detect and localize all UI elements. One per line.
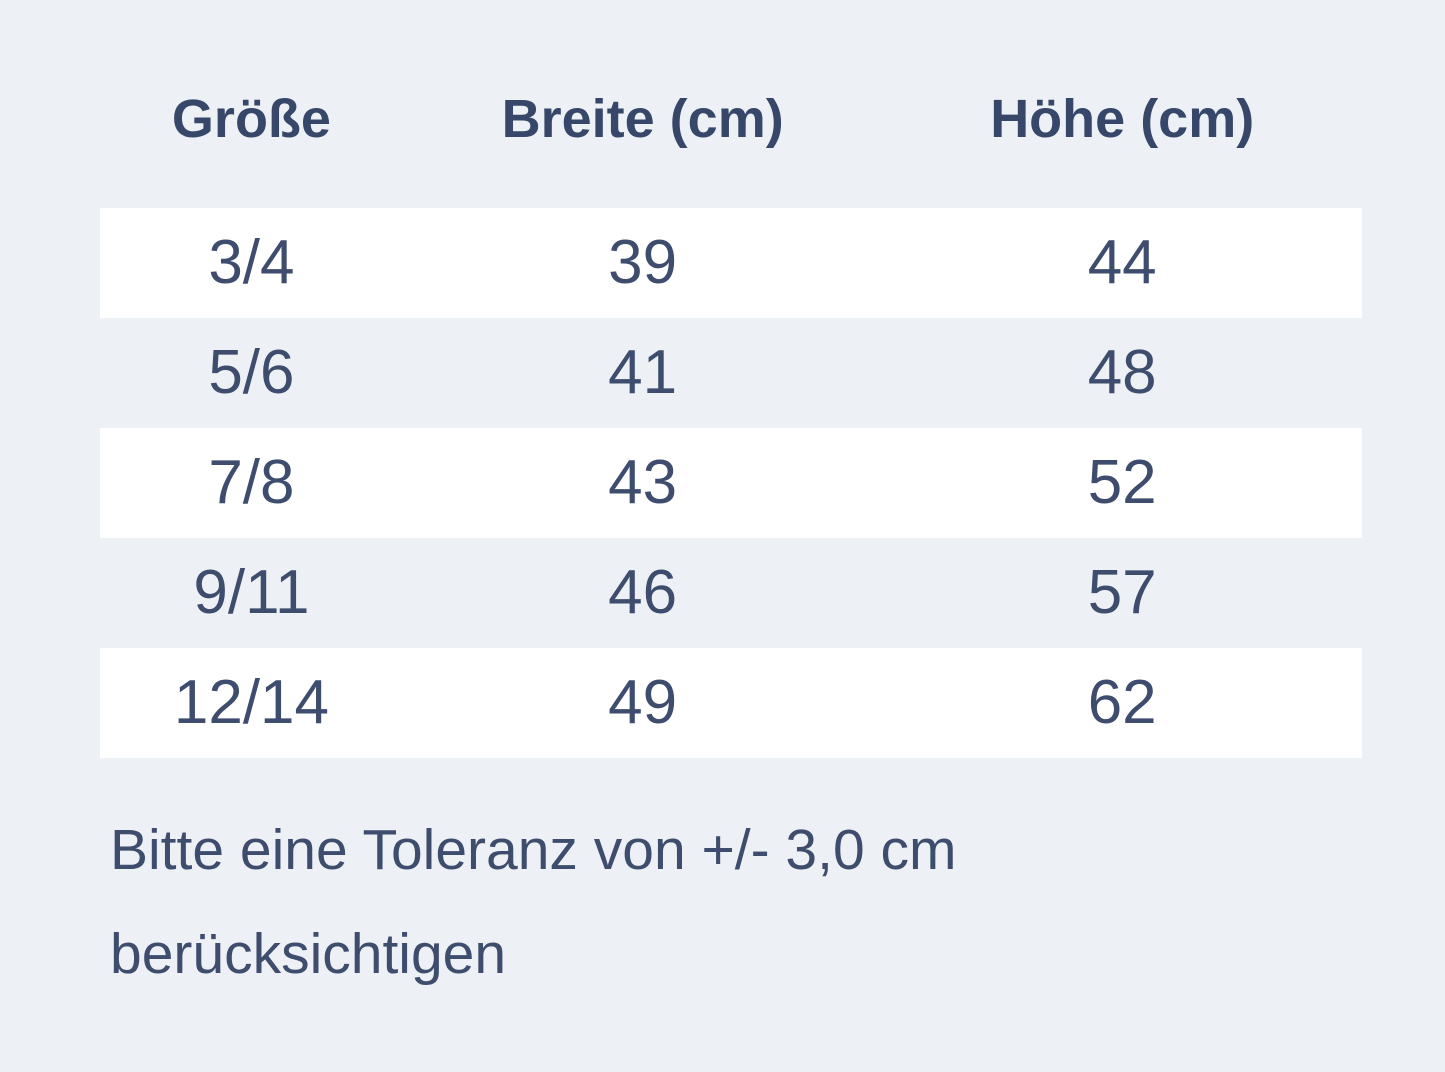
table-row: 9/11 46 57 [100,538,1362,648]
table-header-row: Größe Breite (cm) Höhe (cm) [100,0,1362,146]
column-header-width: Breite (cm) [501,89,784,149]
cell-size: 3/4 [208,228,295,297]
table-row: 12/14 49 62 [100,648,1362,758]
cell-width: 46 [608,558,678,627]
table-body: 3/4 39 44 5/6 41 48 7/8 43 52 9/11 46 57… [100,208,1362,758]
cell-width: 43 [608,448,678,517]
cell-width: 49 [608,668,678,737]
cell-size: 7/8 [208,448,295,517]
cell-width: 41 [608,338,678,407]
column-header-size: Größe [171,89,331,149]
table-row: 5/6 41 48 [100,318,1362,428]
cell-size: 5/6 [208,338,295,407]
cell-width: 39 [608,228,678,297]
cell-size: 9/11 [193,558,310,627]
cell-height: 44 [1087,228,1157,297]
cell-height: 48 [1087,338,1157,407]
cell-size: 12/14 [173,668,330,737]
cell-height: 62 [1087,668,1157,737]
tolerance-note: Bitte eine Toleranz von +/- 3,0 cm berüc… [110,818,957,986]
column-header-height: Höhe (cm) [990,89,1255,149]
size-table: Größe Breite (cm) Höhe (cm) 3/4 39 44 5/… [100,0,1362,758]
table-row: 7/8 43 52 [100,428,1362,538]
table-row: 3/4 39 44 [100,208,1362,318]
cell-height: 57 [1087,558,1157,627]
cell-height: 52 [1087,448,1157,517]
